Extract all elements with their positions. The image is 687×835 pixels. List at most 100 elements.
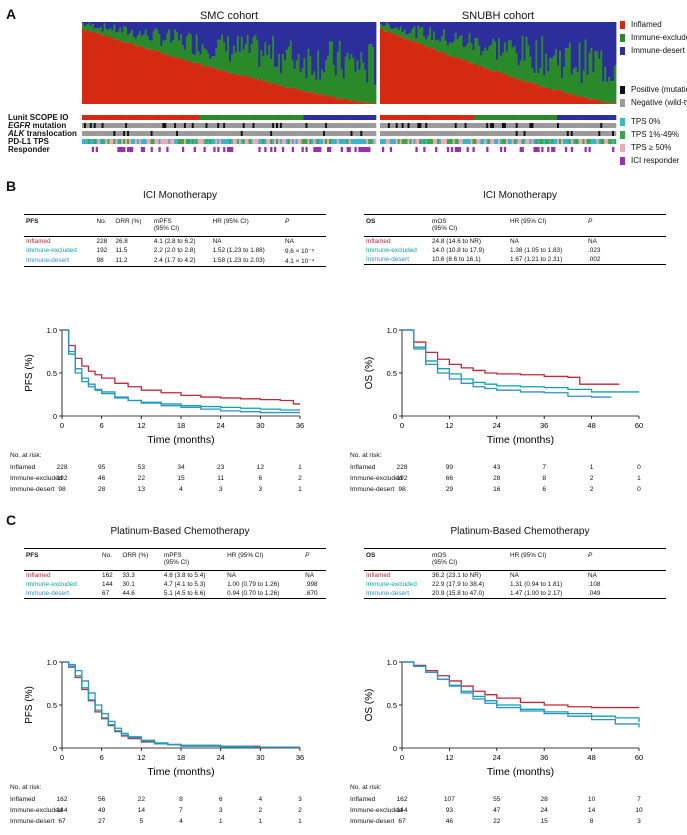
- bar-excluded-segment: [395, 27, 399, 36]
- track-cell: [476, 131, 479, 136]
- bar-inflamed-segment: [264, 80, 267, 104]
- track-cell: [295, 123, 298, 128]
- bar-inflamed-segment: [499, 71, 503, 104]
- track-cell: [531, 115, 534, 120]
- track-cell: [560, 131, 564, 136]
- bar-desert-segment: [474, 22, 477, 39]
- bar-excluded-segment: [227, 36, 230, 73]
- bar-excluded-segment: [490, 45, 493, 70]
- track-cell: [315, 147, 318, 152]
- bar-desert-segment: [107, 22, 110, 31]
- legend-negative: Negative (wild-type): [620, 98, 687, 107]
- bar-inflamed-segment: [299, 91, 302, 104]
- track-cell: [490, 123, 493, 128]
- track-cell: [158, 147, 161, 152]
- bar-inflamed-segment: [417, 42, 420, 104]
- bar-desert-segment: [325, 22, 328, 61]
- risk-value: 3: [218, 807, 223, 814]
- track-cell: [193, 147, 196, 152]
- track-cell: [435, 123, 438, 128]
- track-cell: [227, 147, 230, 152]
- bar-inflamed-segment: [146, 48, 150, 104]
- track-cell: [356, 139, 359, 144]
- track-cell: [352, 139, 355, 144]
- bar-desert-segment: [541, 22, 544, 37]
- bar-desert-segment: [187, 22, 191, 33]
- bar-inflamed-segment: [172, 56, 175, 104]
- track-cell: [164, 123, 167, 128]
- track-cell: [121, 131, 124, 136]
- track-cell: [125, 123, 128, 128]
- bar-desert-segment: [389, 22, 393, 29]
- track-cell: [129, 131, 132, 136]
- track-cell: [517, 131, 520, 136]
- bar-inflamed-segment: [604, 102, 607, 104]
- track-cell: [131, 123, 134, 128]
- bar-inflamed-segment: [199, 64, 202, 104]
- track-cell: [468, 131, 471, 136]
- track-cell: [574, 131, 577, 136]
- bar-inflamed-segment: [543, 87, 546, 104]
- track-cell: [570, 115, 574, 120]
- track-cell: [419, 131, 422, 136]
- risk-value: 12: [256, 464, 264, 471]
- track-cell: [470, 139, 473, 144]
- track-cell: [566, 123, 570, 128]
- track-cell: [423, 147, 426, 152]
- bar-desert-segment: [482, 22, 485, 52]
- track-cell: [614, 139, 617, 144]
- track-cell: [523, 123, 526, 128]
- bar-inflamed-segment: [366, 103, 369, 104]
- bar-excluded-segment: [187, 32, 191, 61]
- track-cell: [525, 131, 528, 136]
- bar-inflamed-segment: [472, 63, 475, 104]
- bar-desert-segment: [456, 22, 460, 40]
- risk-row-label: Immune-excluded: [350, 475, 403, 482]
- km-series-immune-excluded: [402, 329, 639, 393]
- track-cell: [417, 123, 420, 128]
- track-cell: [129, 147, 132, 152]
- risk-value: 53: [137, 464, 145, 471]
- bar-desert-segment: [488, 22, 491, 47]
- bar-desert-segment: [215, 22, 218, 49]
- track-cell: [458, 115, 461, 120]
- track-cell: [486, 123, 489, 128]
- bar-excluded-segment: [460, 35, 463, 60]
- track-cell: [486, 147, 489, 152]
- bar-inflamed-segment: [185, 59, 189, 104]
- bar-desert-segment: [368, 22, 371, 45]
- bar-inflamed-segment: [342, 99, 346, 104]
- track-cell: [403, 131, 406, 136]
- bar-excluded-segment: [181, 45, 185, 59]
- bar-desert-segment: [89, 22, 93, 26]
- bar-excluded-segment: [366, 82, 369, 104]
- track-cell: [291, 147, 294, 152]
- bar-inflamed-segment: [336, 98, 340, 104]
- bar-excluded-segment: [466, 43, 469, 62]
- track-cell: [358, 123, 361, 128]
- track-cell: [535, 139, 538, 144]
- bar-desert-segment: [99, 22, 102, 28]
- track-cell: [142, 147, 146, 152]
- track-cell: [83, 139, 87, 144]
- track-cell: [230, 147, 234, 152]
- bar-desert-segment: [119, 22, 122, 28]
- track-cell: [352, 123, 355, 128]
- track-cell: [158, 139, 161, 144]
- track-cell: [125, 139, 128, 144]
- track-cell: [152, 123, 155, 128]
- track-cell: [389, 123, 393, 128]
- bar-excluded-segment: [317, 50, 320, 95]
- bar-inflamed-segment: [557, 89, 560, 104]
- track-cell: [370, 115, 373, 120]
- table-row: Immune-excluded 192 11.5 2.2 (2.0 to 2.8) 1.…: [26, 247, 315, 255]
- track-cell: [240, 123, 244, 128]
- track-cell: [423, 123, 426, 128]
- track-cell: [332, 139, 336, 144]
- risk-value: 192: [396, 475, 408, 482]
- track-cell: [83, 131, 87, 136]
- bar-excluded-segment: [529, 57, 532, 83]
- y-tick-label: 1.0: [387, 658, 397, 667]
- track-cell: [309, 115, 312, 120]
